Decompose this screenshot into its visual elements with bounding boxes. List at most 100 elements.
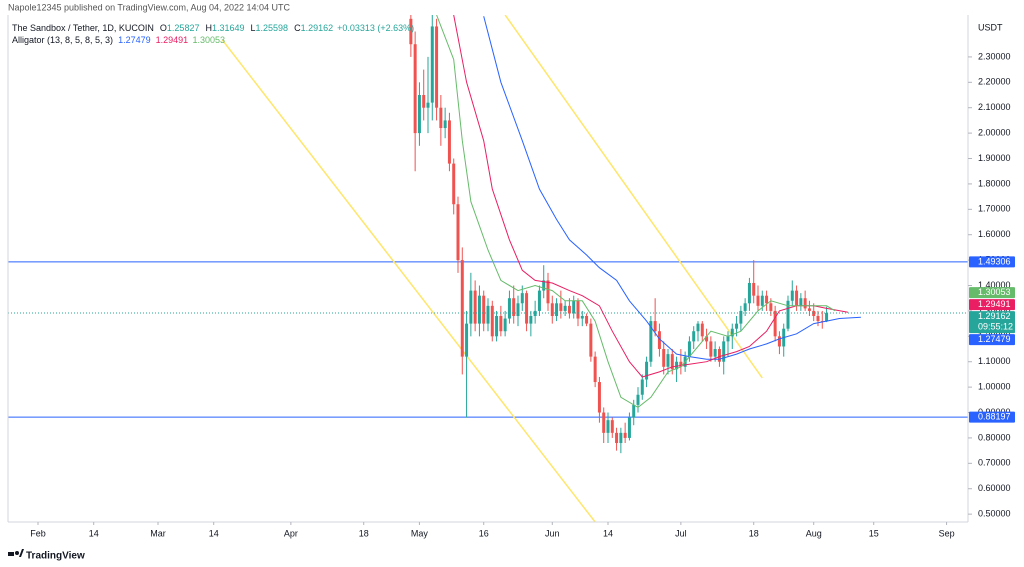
- y-tick-label: 2.30000: [978, 51, 1011, 61]
- y-tick-label: 0.50000: [978, 509, 1011, 519]
- candle-body: [512, 298, 516, 316]
- plot-area: [8, 15, 968, 522]
- candle-body: [499, 315, 503, 332]
- candle-body: [636, 394, 640, 405]
- ohlc-value: 1.25827: [167, 23, 200, 33]
- candle-body: [503, 318, 507, 332]
- candle-body: [632, 404, 636, 418]
- ohlc-value: 1.31649: [212, 23, 245, 33]
- candle-body: [555, 303, 559, 316]
- candle-body: [525, 293, 529, 324]
- candle-body: [657, 331, 661, 350]
- candle-body: [409, 18, 413, 45]
- candle-body: [550, 303, 554, 316]
- candle-body: [790, 290, 794, 301]
- candle-body: [610, 420, 614, 433]
- x-tick-label: 14: [603, 528, 613, 538]
- candle-body: [516, 303, 520, 316]
- x-tick-label: Aug: [806, 528, 822, 538]
- candle-body: [585, 315, 589, 324]
- change: +0.03313 (+2.63%): [337, 23, 414, 33]
- y-tick-label: 1.80000: [978, 178, 1011, 188]
- symbol-title: The Sandbox / Tether, 1D, KUCOIN: [12, 23, 154, 33]
- candle-body: [460, 260, 464, 357]
- candle-body: [670, 354, 674, 370]
- candle-body: [473, 290, 477, 324]
- y-tick-label: 1.40000: [978, 280, 1011, 290]
- indicator-legend: Alligator (13, 8, 5, 8, 5, 3) 1.27479 1.29…: [12, 35, 225, 45]
- candle-body: [469, 290, 473, 324]
- ohlc-key: O: [160, 23, 167, 33]
- candle-body: [563, 305, 567, 311]
- y-tick-label: 2.20000: [978, 77, 1011, 87]
- y-tick-label: 1.30000: [978, 305, 1011, 315]
- price-badge-label: 1.49306: [978, 256, 1011, 266]
- candle-body: [786, 300, 790, 329]
- candle-body: [666, 354, 670, 367]
- candle-body: [816, 315, 820, 322]
- price-badge-bg: [969, 299, 1015, 311]
- price-badge-bg: [969, 334, 1015, 346]
- alligator-line: [436, 15, 836, 409]
- price-badge-label: 1.29162: [978, 311, 1011, 321]
- ohlc-key: L: [251, 23, 256, 33]
- alligator-line: [453, 15, 849, 378]
- candle-body: [803, 298, 807, 309]
- y-tick-label: 2.10000: [978, 102, 1011, 112]
- candle-body: [722, 341, 726, 362]
- candle-body: [747, 282, 751, 304]
- candle-body: [705, 336, 709, 342]
- candle-body: [520, 293, 524, 304]
- candle-body: [490, 305, 494, 337]
- x-tick-label: Jul: [675, 528, 687, 538]
- candle-body: [752, 282, 756, 296]
- candle-body: [773, 310, 777, 337]
- candle-body: [615, 432, 619, 444]
- candle-body: [765, 295, 769, 304]
- candle-body: [477, 295, 481, 324]
- brand-logo: [8, 549, 24, 557]
- candle-body: [447, 120, 451, 164]
- candle-body: [593, 356, 597, 383]
- candle-body: [417, 95, 421, 134]
- candle-body: [465, 323, 469, 357]
- candle-body: [443, 120, 447, 129]
- indicator-value: 1.30053: [192, 35, 225, 45]
- candle-body: [572, 300, 576, 314]
- price-badge-label: 0.88197: [978, 411, 1011, 421]
- price-badge-label: 1.29491: [978, 299, 1011, 309]
- x-tick-label: Apr: [284, 528, 298, 538]
- y-tick-label: 1.00000: [978, 381, 1011, 391]
- candle-body: [627, 417, 631, 438]
- price-badge-label: 1.30053: [978, 287, 1011, 297]
- candle-body: [435, 26, 439, 108]
- brand: TradingView: [26, 551, 85, 562]
- candle-body: [696, 323, 700, 332]
- ohlc-value: 1.25598: [256, 23, 289, 33]
- x-tick-label: Feb: [30, 528, 46, 538]
- price-badge-label: 1.27479: [978, 334, 1011, 344]
- indicator-value: 1.29491: [156, 35, 189, 45]
- candle-body: [567, 305, 571, 314]
- price-badge: 0.88197: [969, 411, 1015, 423]
- y-tick-label: 0.70000: [978, 458, 1011, 468]
- candle-body: [679, 361, 683, 367]
- price-badge-bg: [969, 411, 1015, 423]
- attribution: Napole12345 published on TradingView.com…: [8, 2, 291, 12]
- indicator-value: 1.27479: [118, 35, 151, 45]
- axes: 0.500000.600000.700000.800000.900001.000…: [30, 51, 1015, 538]
- candle-body: [452, 163, 456, 205]
- candle-body: [726, 336, 730, 342]
- alligator-line: [483, 16, 861, 360]
- candle-body: [589, 323, 593, 357]
- candle-body: [413, 44, 417, 134]
- candle-body: [430, 26, 434, 103]
- candle-body: [825, 313, 829, 322]
- symbol-legend: The Sandbox / Tether, 1D, KUCOIN O1.25827…: [12, 23, 414, 33]
- candle-body: [812, 310, 816, 316]
- candle-body: [769, 303, 773, 311]
- candle-body: [482, 295, 486, 324]
- candle-body: [426, 102, 430, 108]
